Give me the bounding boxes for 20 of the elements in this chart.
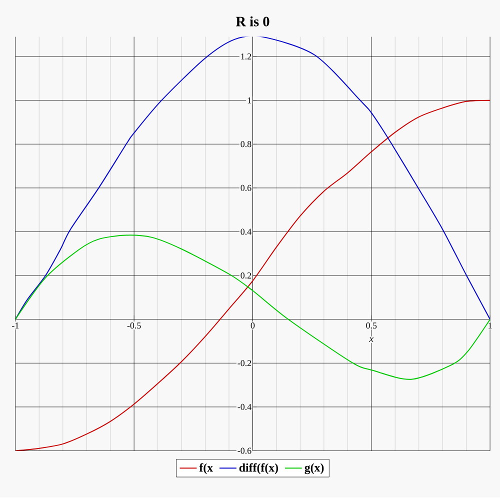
legend-label: diff(f(x) xyxy=(239,463,278,474)
line-series xyxy=(15,37,490,320)
x-tick-label: 0.5 xyxy=(366,322,377,329)
y-tick-label: 0.4 xyxy=(240,228,252,235)
y-tick-label: -0.2 xyxy=(238,360,252,366)
x-tick-label: -1 xyxy=(12,322,19,329)
y-tick-label: 1 xyxy=(248,98,252,104)
x-tick-label: -0.5 xyxy=(127,322,141,329)
y-tick-label: 1.2 xyxy=(241,54,252,60)
x-axis-title: x xyxy=(369,338,374,342)
legend-label: f(x xyxy=(199,463,213,474)
legend-label: g(x) xyxy=(304,463,324,474)
x-tick-label: 0 xyxy=(250,322,255,329)
chart-title: R is 0 xyxy=(236,16,270,27)
y-tick-label: -0.6 xyxy=(238,448,252,454)
y-tick-label: -0.4 xyxy=(238,404,252,410)
y-tick-label: 0.6 xyxy=(240,185,252,192)
y-tick-label: 0.8 xyxy=(240,141,252,148)
x-tick-label: 1 xyxy=(488,322,492,329)
y-tick-label: 0.2 xyxy=(240,272,252,279)
